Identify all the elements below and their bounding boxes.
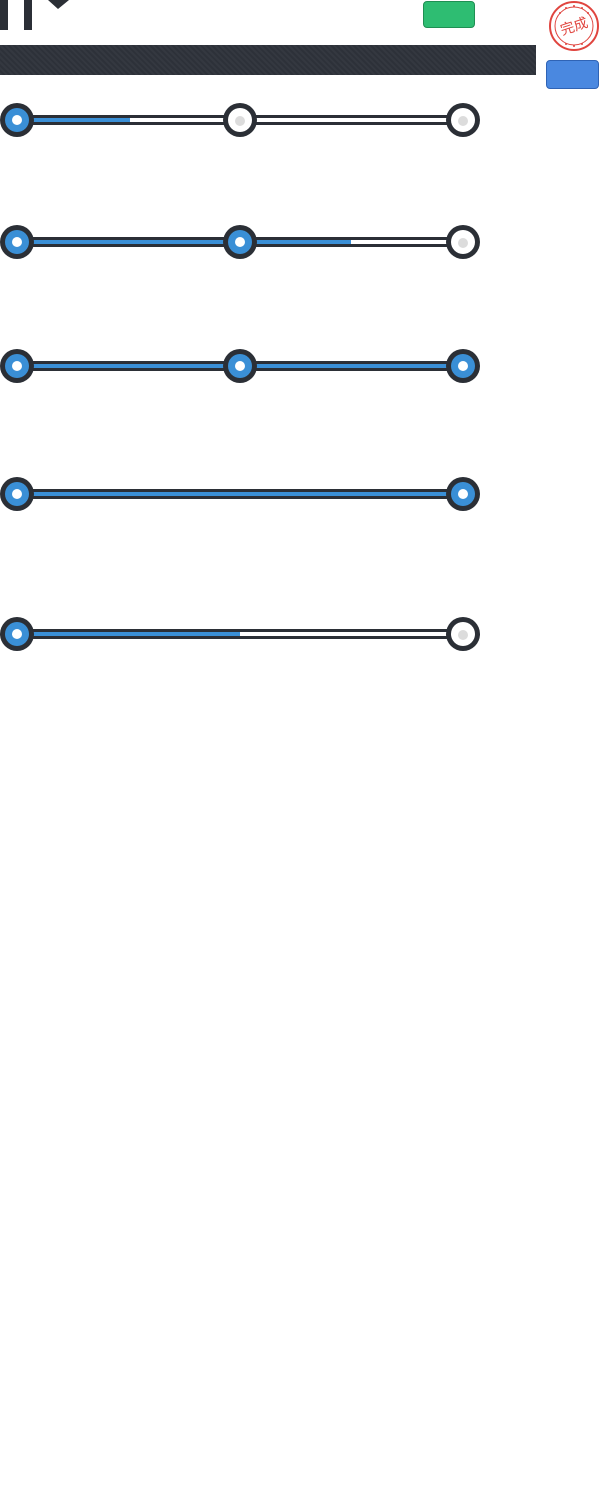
step-node-dot (458, 630, 468, 640)
progress-tracker (0, 224, 480, 260)
step-node-done[interactable] (223, 349, 257, 383)
progress-fill (19, 632, 240, 636)
progress-fill (19, 118, 130, 122)
pause-chevron-icon (0, 0, 69, 30)
step-node-done[interactable] (446, 477, 480, 511)
step-node-done[interactable] (0, 477, 34, 511)
progress-tracker (0, 102, 480, 138)
progress-tracker (0, 348, 480, 384)
step-node-dot (458, 361, 468, 371)
progress-track (16, 489, 464, 499)
step-node-dot (12, 115, 22, 125)
complete-seal-icon: 完成 (549, 1, 599, 51)
step-node-pending[interactable] (223, 103, 257, 137)
step-node-done[interactable] (223, 225, 257, 259)
green-action-button[interactable] (423, 1, 475, 28)
step-node-dot (235, 116, 245, 126)
step-node-pending[interactable] (446, 103, 480, 137)
step-node-pending[interactable] (446, 617, 480, 651)
step-node-dot (458, 116, 468, 126)
progress-track-inner (19, 492, 461, 496)
progress-tracker (0, 616, 480, 652)
step-node-dot (12, 361, 22, 371)
blue-action-button[interactable] (546, 60, 599, 89)
progress-track (16, 629, 464, 639)
step-node-dot (12, 489, 22, 499)
step-node-dot (458, 489, 468, 499)
step-node-dot (235, 237, 245, 247)
step-node-done[interactable] (0, 617, 34, 651)
step-node-done[interactable] (0, 349, 34, 383)
progress-fill (19, 240, 351, 244)
step-node-dot (235, 361, 245, 371)
step-node-pending[interactable] (446, 225, 480, 259)
step-node-done[interactable] (0, 103, 34, 137)
progress-fill (19, 492, 461, 496)
step-node-done[interactable] (446, 349, 480, 383)
svg-text:完成: 完成 (559, 15, 591, 39)
step-node-dot (12, 629, 22, 639)
step-node-done[interactable] (0, 225, 34, 259)
step-node-dot (12, 237, 22, 247)
header-banner (0, 45, 536, 75)
step-node-dot (458, 238, 468, 248)
progress-tracker (0, 476, 480, 512)
progress-track-inner (19, 632, 461, 636)
